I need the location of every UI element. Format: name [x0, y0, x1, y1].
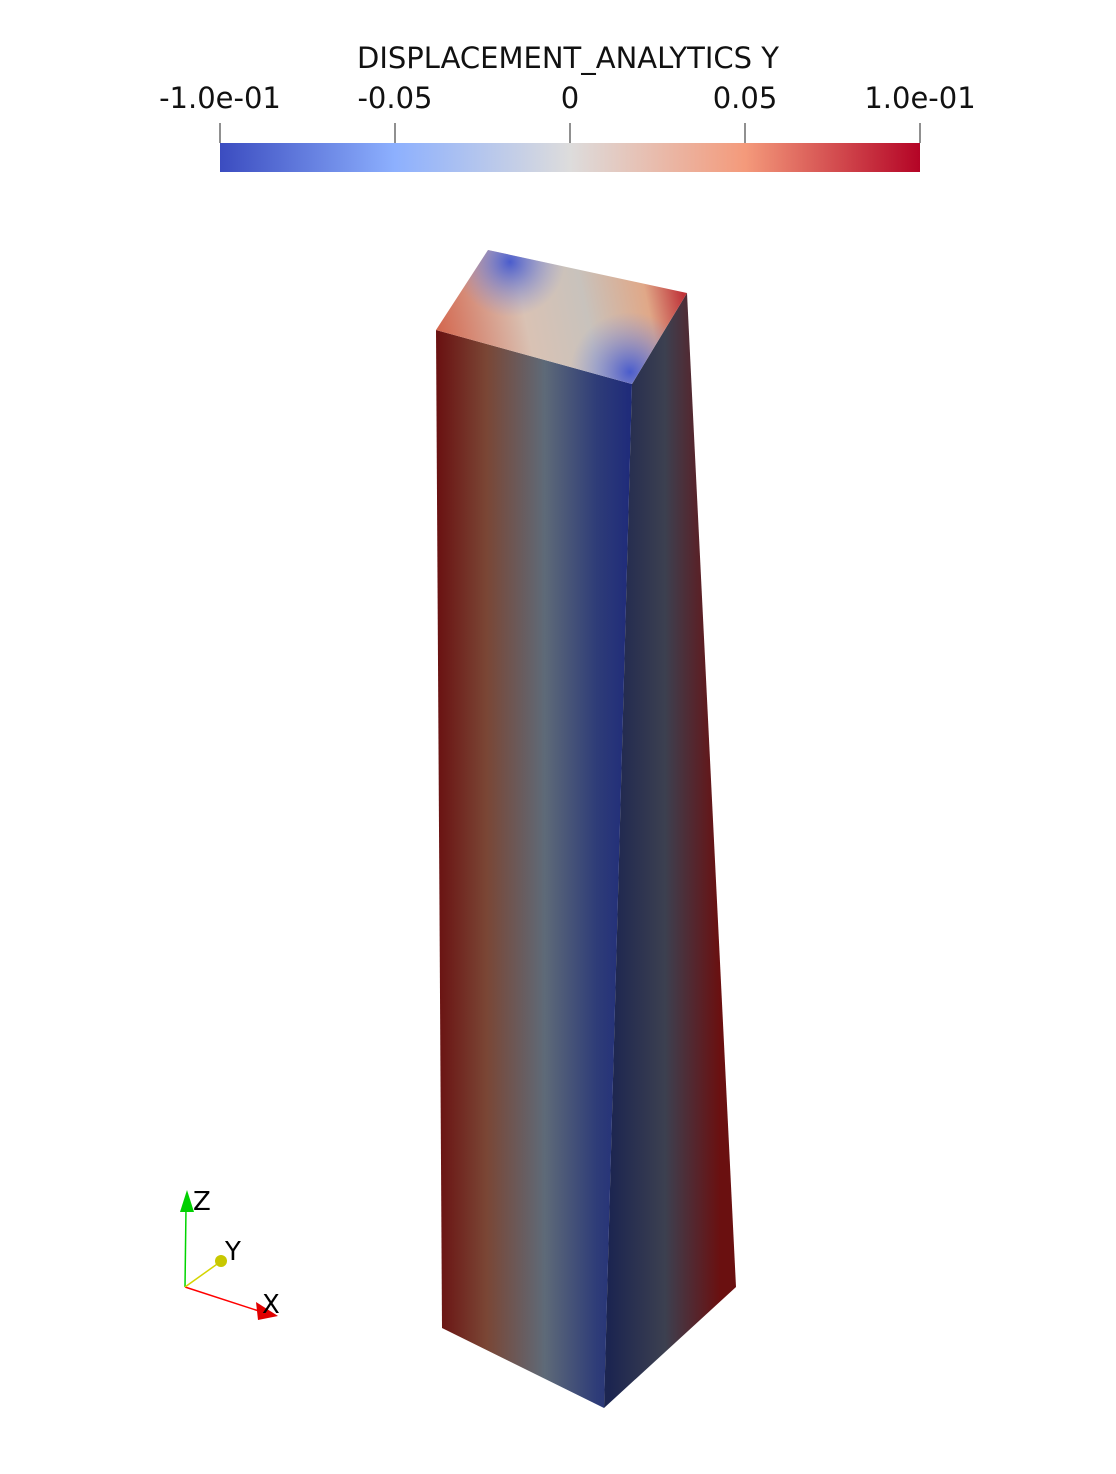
z-axis-arrow-icon [180, 1190, 194, 1212]
z-axis-label: Z [193, 1187, 211, 1217]
x-axis-arrow-icon [256, 1302, 278, 1320]
legend-tick-label: 1.0e-01 [864, 81, 975, 115]
top-face-shade-2 [436, 250, 687, 384]
y-axis-arrow-icon [215, 1255, 227, 1267]
column-front-face [436, 330, 632, 1408]
colorbar [220, 143, 920, 172]
y-axis-label: Y [224, 1237, 241, 1267]
legend-tick-label: -0.05 [357, 81, 432, 115]
x-axis-line [184, 1286, 263, 1313]
y-axis-line [184, 1261, 221, 1288]
legend-title: DISPLACEMENT_ANALYTICS Y [357, 41, 779, 75]
legend-tick-label: -1.0e-01 [159, 81, 281, 115]
legend-tick-label: 0.05 [713, 81, 778, 115]
column-side-face [604, 293, 736, 1408]
legend-tick-labels: -1.0e-01 -0.05 0 0.05 1.0e-01 [159, 81, 976, 115]
column-mesh[interactable] [436, 250, 736, 1408]
legend-tick-marks [219, 123, 921, 143]
z-axis-line [184, 1207, 187, 1288]
x-axis-label: X [262, 1290, 280, 1320]
orientation-axes[interactable]: X Z Y [180, 1187, 280, 1320]
legend-tick-label: 0 [561, 81, 579, 115]
color-legend: DISPLACEMENT_ANALYTICS Y -1.0e-01 -0.05 0 0… [159, 41, 976, 172]
